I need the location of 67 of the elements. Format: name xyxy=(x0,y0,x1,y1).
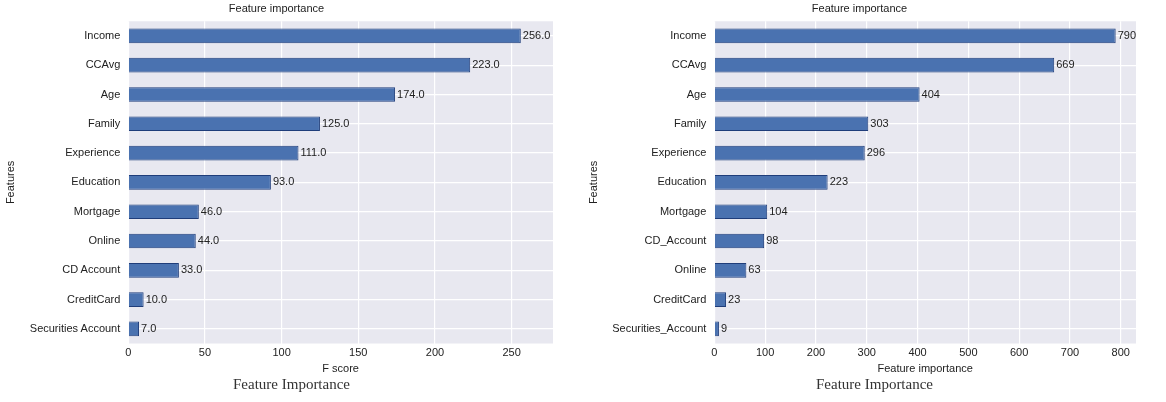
y-tick-label: CD_Account xyxy=(644,234,707,247)
x-tick-label: 300 xyxy=(857,346,876,359)
data-label: 98 xyxy=(766,234,779,247)
data-label: 104 xyxy=(769,204,788,217)
y-tick-label: Income xyxy=(670,28,707,41)
x-tick-label: 700 xyxy=(1060,346,1080,359)
data-label: 296 xyxy=(866,146,886,159)
y-tick-label: Family xyxy=(673,116,707,129)
x-tick-label: 150 xyxy=(349,346,368,359)
y-tick-label: CD Account xyxy=(62,263,121,276)
y-axis-title: Features xyxy=(3,160,16,205)
data-label: 404 xyxy=(921,87,940,100)
y-tick-label: Securities Account xyxy=(29,321,121,334)
y-tick-label: Family xyxy=(87,116,121,129)
y-tick-label: Online xyxy=(674,263,707,276)
data-label: 10.0 xyxy=(145,292,168,305)
data-label: 669 xyxy=(1056,58,1075,71)
x-axis-title: F score xyxy=(322,362,359,375)
y-tick-label: Mortgage xyxy=(659,204,707,217)
data-label: 223.0 xyxy=(472,58,500,71)
y-tick-label: Education xyxy=(657,175,707,188)
y-tick-label: Mortgage xyxy=(73,204,121,217)
y-tick-label: Experience xyxy=(651,146,707,159)
data-label: 9 xyxy=(720,321,728,334)
data-label: 790 xyxy=(1117,28,1137,41)
data-label: 111.0 xyxy=(300,146,327,159)
data-label: 44.0 xyxy=(197,234,220,247)
data-label: 223 xyxy=(829,175,848,188)
data-label: 23 xyxy=(728,292,741,305)
text: Feature Importance xyxy=(232,376,351,393)
y-tick-label: CCAvg xyxy=(85,58,121,71)
x-tick-label: 0 xyxy=(125,346,132,359)
x-tick-label: 100 xyxy=(272,346,291,359)
data-label: 125.0 xyxy=(321,116,350,129)
data-label: 256.0 xyxy=(522,28,551,41)
data-label: 93.0 xyxy=(272,175,295,188)
y-tick-label: CreditCard xyxy=(653,292,707,305)
chart-title: Feature importance xyxy=(228,1,325,14)
y-tick-label: Experience xyxy=(65,146,121,159)
y-tick-label: CCAvg xyxy=(671,58,707,71)
data-label: 33.0 xyxy=(180,263,203,276)
y-tick-label: Securities_Account xyxy=(612,321,707,334)
y-tick-label: CreditCard xyxy=(67,292,121,305)
data-label: 174.0 xyxy=(397,87,425,100)
y-tick-label: Education xyxy=(71,175,121,188)
x-tick-label: 600 xyxy=(1009,346,1029,359)
x-tick-label: 250 xyxy=(502,346,521,359)
x-tick-label: 200 xyxy=(806,346,826,359)
y-tick-label: Age xyxy=(686,87,707,100)
x-tick-label: 100 xyxy=(755,346,775,359)
y-tick-label: Online xyxy=(88,234,121,247)
y-axis-title: Features xyxy=(586,160,599,205)
x-tick-label: 400 xyxy=(908,346,927,359)
x-tick-label: 200 xyxy=(425,346,445,359)
chart-title: Feature importance xyxy=(811,1,908,14)
y-tick-label: Income xyxy=(84,28,121,41)
x-tick-label: 0 xyxy=(711,346,718,359)
x-axis-title: Feature importance xyxy=(877,362,973,375)
y-tick-label: Age xyxy=(100,87,121,100)
data-label: 7.0 xyxy=(141,321,157,334)
x-tick-label: 50 xyxy=(198,346,212,359)
data-label: 303 xyxy=(870,116,889,129)
data-label: 46.0 xyxy=(200,204,223,217)
x-tick-label: 800 xyxy=(1111,346,1130,359)
data-label: 63 xyxy=(748,263,761,276)
text: Feature Importance xyxy=(815,376,934,393)
x-tick-label: 500 xyxy=(959,346,978,359)
